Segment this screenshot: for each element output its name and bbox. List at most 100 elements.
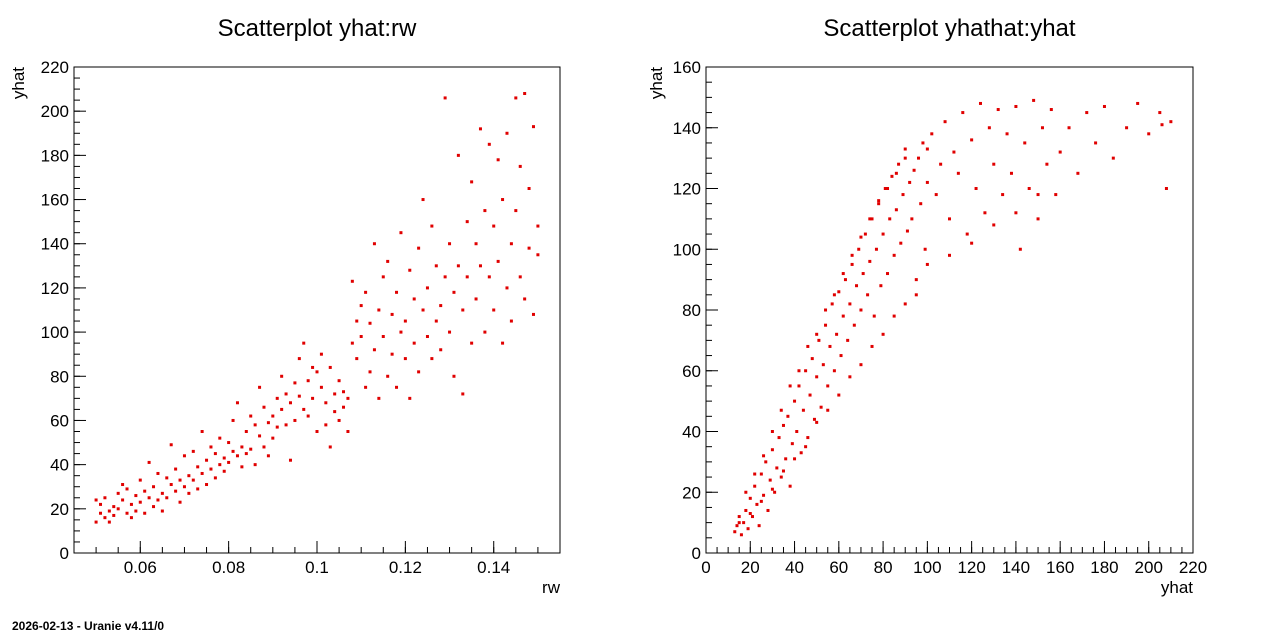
data-point	[372, 348, 376, 352]
data-point	[797, 369, 801, 373]
data-point	[253, 463, 257, 467]
data-point	[434, 264, 438, 268]
data-point	[757, 524, 761, 528]
data-point	[987, 126, 991, 130]
data-point	[178, 478, 182, 482]
data-point	[837, 290, 841, 294]
data-point	[523, 297, 527, 301]
data-point	[815, 332, 819, 336]
data-point	[826, 384, 830, 388]
data-point	[196, 465, 200, 469]
data-point	[1067, 126, 1071, 130]
data-point	[894, 208, 898, 212]
data-point	[903, 156, 907, 160]
data-point	[262, 405, 266, 409]
data-point	[227, 441, 231, 445]
data-point	[156, 471, 160, 475]
data-point	[364, 290, 368, 294]
data-point	[350, 341, 354, 345]
data-point	[1040, 126, 1044, 130]
x-tick-label: 0.08	[212, 558, 245, 577]
data-point	[452, 290, 456, 294]
data-point	[1102, 104, 1106, 108]
data-point	[160, 509, 164, 513]
data-point	[768, 478, 772, 482]
data-point	[1160, 123, 1164, 127]
data-point	[143, 489, 147, 493]
data-point	[266, 454, 270, 458]
data-point	[943, 120, 947, 124]
x-tick-label: 0.06	[124, 558, 157, 577]
data-point	[863, 232, 867, 236]
data-point	[209, 467, 213, 471]
data-point	[801, 408, 805, 412]
data-point	[518, 164, 522, 168]
y-tick-label: 80	[682, 301, 701, 320]
data-point	[412, 341, 416, 345]
data-point	[364, 385, 368, 389]
data-point	[346, 430, 350, 433]
data-point	[903, 147, 907, 151]
data-point	[138, 478, 142, 482]
data-point	[147, 496, 151, 500]
y-tick-label: 140	[41, 235, 69, 254]
data-point	[762, 454, 766, 458]
data-point	[319, 385, 323, 389]
data-point	[178, 500, 182, 504]
data-point	[1094, 141, 1098, 145]
data-point	[319, 352, 323, 356]
data-point	[395, 290, 399, 294]
data-point	[770, 430, 774, 433]
data-point	[196, 487, 200, 491]
data-point	[355, 319, 359, 323]
data-point	[258, 385, 262, 389]
data-point	[125, 511, 129, 515]
data-point	[1005, 132, 1009, 136]
data-point	[271, 436, 275, 440]
data-point	[346, 396, 350, 400]
data-point	[744, 490, 748, 494]
data-point	[121, 483, 125, 487]
x-tick-label: 220	[1179, 558, 1207, 577]
data-point	[478, 264, 482, 268]
data-point	[992, 162, 996, 166]
y-tick-label: 220	[41, 58, 69, 77]
data-point	[804, 445, 808, 449]
data-point	[777, 436, 781, 440]
data-point	[311, 365, 315, 369]
data-point	[755, 502, 759, 506]
data-point	[280, 407, 284, 411]
data-point	[888, 217, 892, 221]
data-point	[222, 456, 226, 460]
data-point	[288, 458, 292, 462]
data-point	[1054, 193, 1058, 197]
data-point	[746, 527, 750, 531]
data-point	[826, 408, 830, 412]
data-point	[1164, 187, 1168, 190]
data-point	[408, 396, 412, 400]
data-point	[452, 374, 456, 378]
data-point	[152, 485, 156, 489]
x-tick-label: 0.12	[389, 558, 422, 577]
data-point	[249, 447, 253, 451]
data-point	[99, 502, 103, 506]
data-point	[492, 224, 496, 228]
scatterplot-yhat-rw: Scatterplot yhat:rw 0.06 0.08 0.1 0.12 0.14 0 2…	[9, 15, 561, 597]
data-point	[897, 162, 901, 166]
data-point	[518, 275, 522, 279]
data-point	[152, 505, 156, 509]
data-point	[412, 297, 416, 301]
data-point	[337, 379, 341, 383]
data-point	[306, 414, 310, 418]
data-point	[1147, 132, 1151, 136]
x-tick-label: 0.14	[477, 558, 510, 577]
y-tick-label: 20	[50, 500, 69, 519]
data-point	[249, 414, 253, 418]
y-axis-label: yhat	[9, 67, 28, 99]
y-tick-label: 120	[41, 279, 69, 298]
data-point	[892, 314, 896, 318]
data-point	[205, 483, 209, 487]
data-point	[848, 375, 852, 379]
data-point	[496, 259, 500, 263]
data-point	[377, 308, 381, 312]
